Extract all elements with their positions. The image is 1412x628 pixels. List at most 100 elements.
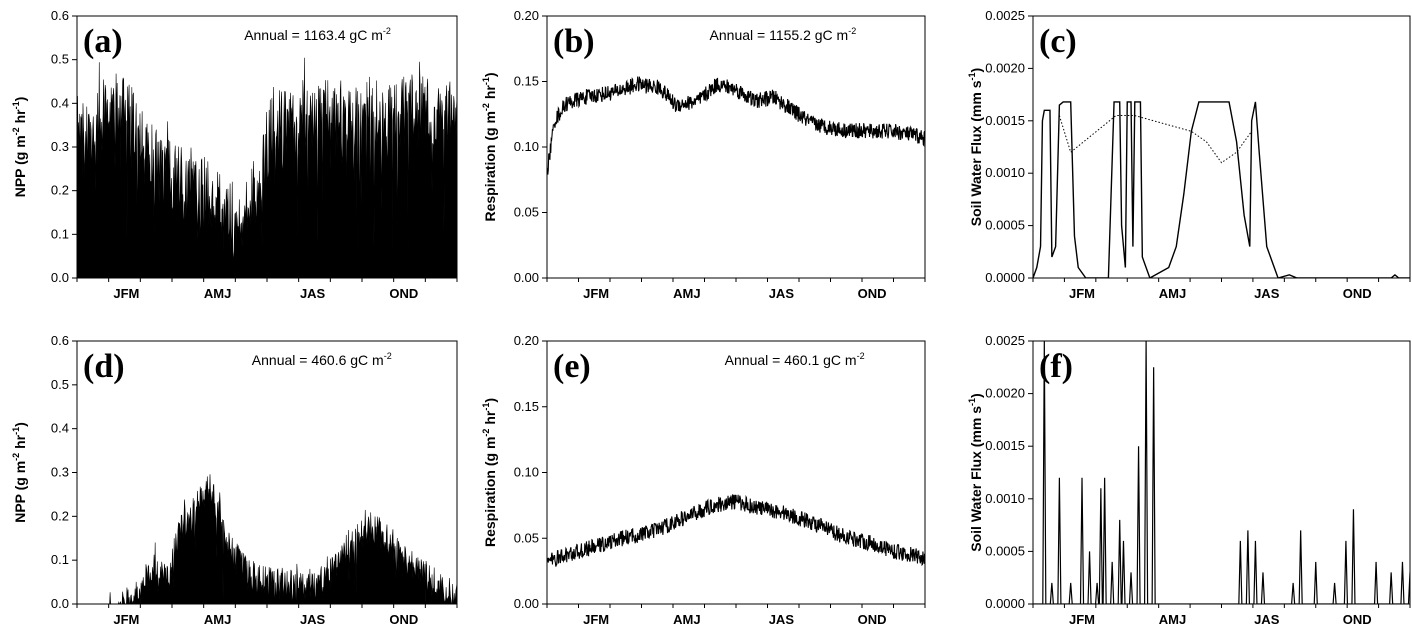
y-axis-title-part: NPP (g m: [12, 135, 28, 197]
panel-letter: (b): [553, 23, 595, 60]
panel-letter: (e): [553, 348, 591, 385]
x-category-label: JFM: [1069, 286, 1095, 301]
x-category-label: JAS: [769, 286, 795, 301]
y-tick-label: 0.0005: [985, 218, 1025, 233]
panel-letter: (d): [83, 348, 125, 385]
data-layer: [77, 57, 457, 278]
panel-letter: (c): [1039, 23, 1077, 60]
y-axis-title-sup: -1: [967, 398, 977, 406]
y-tick-label: 0.0010: [985, 491, 1025, 506]
soil-water-series: [1033, 341, 1410, 604]
y-tick-label: 0.0000: [985, 596, 1025, 611]
y-tick-label: 0.00: [514, 270, 539, 285]
y-tick-label: 0.0015: [985, 438, 1025, 453]
y-axis-title-sup: -2: [11, 127, 21, 135]
y-tick-label: 0.6: [51, 333, 69, 348]
data-layer: [77, 474, 457, 604]
y-axis-title-sup: -2: [481, 429, 491, 437]
y-tick-label: 0.0025: [985, 333, 1025, 348]
panel-f: 0.0000 0.0005 0.0010 0.0015 0.0020 0.0025 JFM A…: [967, 333, 1411, 627]
annual-annotation-text: Annual = 1155.2 gC m: [710, 27, 849, 43]
y-axis-title-part: Soil Water Flux (mm s: [968, 406, 984, 552]
y-tick-label: 0.4: [51, 95, 69, 110]
panel-e: 0.00 0.05 0.10 0.15 0.20 JFM AMJ JAS OND Respirat…: [481, 333, 926, 627]
y-axis-title: NPP (g m-2 hr-1): [11, 422, 28, 523]
y-tick-label: 0.20: [514, 8, 539, 23]
y-tick-label: 0.15: [514, 399, 539, 414]
annual-annotation: Annual = 460.6 gC m-2: [252, 351, 392, 368]
y-tick-label: 0.0025: [985, 8, 1025, 23]
y-tick-label: 0.20: [514, 333, 539, 348]
y-axis-title: Soil Water Flux (mm s-1): [967, 68, 984, 226]
data-layer: [1033, 101, 1410, 278]
x-category-label: JAS: [1254, 612, 1280, 627]
y-axis-title-sup: -2: [481, 103, 491, 111]
annual-annotation-sup: -2: [383, 26, 391, 36]
y-tick-label: 0.2: [51, 508, 69, 523]
annual-annotation: Annual = 460.1 gC m-2: [725, 351, 865, 368]
x-category-label: JFM: [583, 286, 609, 301]
y-tick-label: 0.0010: [985, 165, 1025, 180]
y-axis-title: Respiration (g m-2 hr-1): [481, 72, 498, 221]
y-axis-title-sup: -1: [481, 403, 491, 411]
y-tick-label: 0.0015: [985, 113, 1025, 128]
y-tick-label: 0.05: [514, 530, 539, 545]
annual-annotation: Annual = 1163.4 gC m-2: [244, 26, 391, 43]
plot-frame: [1032, 15, 1411, 279]
y-tick-label: 0.4: [51, 421, 69, 436]
y-axis-title: NPP (g m-2 hr-1): [11, 97, 28, 198]
y-axis-title-part: hr: [482, 410, 498, 428]
y-tick-label: 0.2: [51, 183, 69, 198]
y-axis-title-sup: -2: [11, 453, 21, 461]
annual-annotation-text: Annual = 1163.4 gC m: [244, 27, 383, 43]
y-tick-label: 0.0000: [985, 270, 1025, 285]
annual-annotation-text: Annual = 460.1 gC m: [725, 352, 857, 368]
x-category-label: OND: [858, 286, 887, 301]
soil-water-dotted-series: [1058, 115, 1253, 164]
respiration-series: [547, 494, 925, 567]
npp-series: [77, 57, 457, 278]
x-category-label: OND: [858, 612, 887, 627]
y-tick-label: 0.6: [51, 8, 69, 23]
x-category-label: OND: [1343, 612, 1372, 627]
y-axis-title-part: ): [482, 398, 498, 403]
panel-b: 0.00 0.05 0.10 0.15 0.20 JFM AMJ JAS OND Respirat…: [481, 8, 926, 301]
plot-frame: [546, 15, 926, 279]
data-layer: [547, 494, 925, 567]
y-axis-title-part: ): [482, 72, 498, 77]
x-category-label: JAS: [1254, 286, 1280, 301]
panel-c: 0.0000 0.0005 0.0010 0.0015 0.0020 0.0025 JFM A…: [967, 8, 1411, 301]
x-category-label: JAS: [300, 612, 326, 627]
annual-annotation: Annual = 1155.2 gC m-2: [710, 26, 857, 43]
x-category-label: AMJ: [673, 612, 700, 627]
y-tick-label: 0.0020: [985, 386, 1025, 401]
y-tick-label: 0.3: [51, 139, 69, 154]
y-tick-label: 0.1: [51, 552, 69, 567]
x-category-label: AMJ: [673, 286, 700, 301]
x-category-label: AMJ: [1159, 286, 1186, 301]
y-tick-label: 0.0020: [985, 60, 1025, 75]
data-layer: [547, 76, 925, 175]
y-tick-label: 0.0005: [985, 543, 1025, 558]
y-axis-title-sup: -1: [11, 427, 21, 435]
y-axis-title-part: hr: [12, 109, 28, 127]
y-axis-title-part: NPP (g m: [12, 461, 28, 523]
y-tick-label: 0.0: [51, 270, 69, 285]
y-axis-title: Respiration (g m-2 hr-1): [481, 398, 498, 547]
x-category-label: OND: [389, 286, 418, 301]
annual-annotation-sup: -2: [848, 26, 856, 36]
y-tick-label: 0.15: [514, 74, 539, 89]
y-axis-title-part: ): [12, 97, 28, 102]
panel-d: 0.0 0.1 0.2 0.3 0.4 0.5 0.6 JFM AMJ JAS OND NPP (g …: [11, 333, 458, 627]
annual-annotation-sup: -2: [384, 351, 392, 361]
x-category-label: AMJ: [204, 612, 231, 627]
x-category-label: AMJ: [1159, 612, 1186, 627]
x-category-label: OND: [1343, 286, 1372, 301]
x-category-label: JAS: [769, 612, 795, 627]
y-axis-title-part: ): [968, 68, 984, 73]
y-tick-label: 0.05: [514, 205, 539, 220]
x-category-label: JFM: [113, 612, 139, 627]
y-axis-title-sup: -1: [11, 101, 21, 109]
y-tick-label: 0.10: [514, 139, 539, 154]
